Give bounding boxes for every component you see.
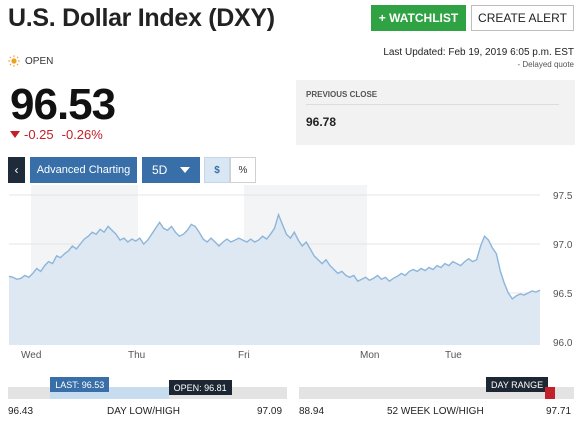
page-title: U.S. Dollar Index (DXY) xyxy=(8,4,275,32)
current-price: 96.53 xyxy=(10,80,116,129)
y-tick-label: 97.0 xyxy=(553,240,573,251)
last-updated: Last Updated: Feb 19, 2019 6:05 p.m. EST xyxy=(383,47,574,58)
price-chart[interactable]: 97.5 97.0 96.5 96.0 Wed Thu Fri Mon Tue xyxy=(0,185,583,365)
x-tick-label: Wed xyxy=(21,350,41,361)
change-percent: -0.26% xyxy=(61,127,103,142)
open-price-flag: OPEN: 96.81 xyxy=(168,380,232,395)
series-line xyxy=(8,212,541,300)
y-tick-label: 96.5 xyxy=(553,289,573,300)
percent-toggle-button[interactable]: % xyxy=(230,157,256,183)
previous-close-panel: PREVIOUS CLOSE 96.78 xyxy=(296,80,575,145)
x-tick-label: Thu xyxy=(128,350,145,361)
chevron-left-icon[interactable]: ‹ xyxy=(8,157,25,183)
watchlist-button[interactable]: + WATCHLIST xyxy=(371,5,466,31)
y-tick-label: 97.5 xyxy=(553,191,573,202)
x-tick-label: Mon xyxy=(360,350,379,361)
divider xyxy=(306,104,559,105)
week52-range-label: 52 WEEK LOW/HIGH xyxy=(387,406,484,417)
day-range-label: DAY LOW/HIGH xyxy=(107,406,180,417)
delayed-quote-note: - Delayed quote xyxy=(517,60,574,69)
change-value: -0.25 xyxy=(24,127,54,142)
currency-toggle-button[interactable]: $ xyxy=(204,157,230,183)
create-alert-button[interactable]: CREATE ALERT xyxy=(471,5,574,31)
range-dropdown-label: 5D xyxy=(152,163,168,177)
last-price-flag: LAST: 96.53 xyxy=(50,377,110,392)
down-arrow-icon xyxy=(10,131,20,138)
chevron-down-icon xyxy=(180,167,190,173)
week52-high-value: 97.71 xyxy=(546,406,572,417)
sun-icon xyxy=(8,55,20,67)
day-high-value: 97.09 xyxy=(257,406,283,417)
x-tick-label: Tue xyxy=(445,350,462,361)
previous-close-label: PREVIOUS CLOSE xyxy=(306,90,378,99)
day-range-flag: DAY RANGE xyxy=(486,377,549,392)
advanced-charting-button[interactable]: Advanced Charting xyxy=(30,157,137,183)
x-tick-label: Fri xyxy=(238,350,250,361)
week52-low-value: 88.94 xyxy=(299,406,325,417)
day-low-value: 96.43 xyxy=(8,406,34,417)
price-change: -0.25 -0.26% xyxy=(10,127,103,142)
market-status: OPEN xyxy=(8,55,53,67)
range-dropdown[interactable]: 5D xyxy=(142,157,200,183)
y-tick-label: 96.0 xyxy=(553,338,573,349)
market-state-label: OPEN xyxy=(25,55,54,67)
previous-close-value: 96.78 xyxy=(306,115,337,129)
series-area xyxy=(9,214,540,345)
day-range-marker xyxy=(545,387,555,399)
